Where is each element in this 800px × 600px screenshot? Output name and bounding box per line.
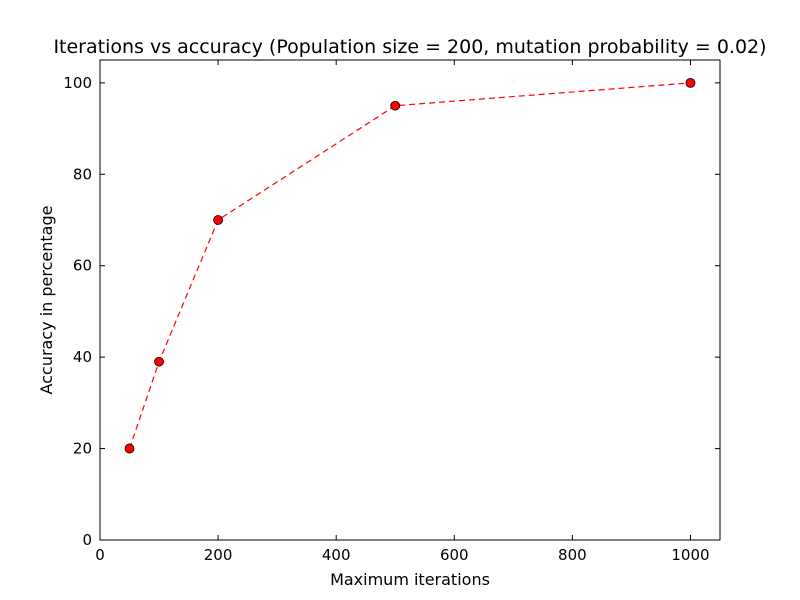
chart-title: Iterations vs accuracy (Population size …	[53, 36, 766, 58]
data-point	[154, 356, 164, 367]
x-tick-label: 600	[440, 546, 469, 564]
series-line	[128, 82, 691, 449]
data-point	[390, 100, 401, 111]
x-tick-label: 1000	[671, 546, 709, 564]
data-point	[124, 443, 135, 454]
y-tick-label: 40	[73, 348, 92, 366]
x-tick-label: 0	[95, 546, 105, 564]
x-axis-label: Maximum iterations	[330, 570, 490, 589]
y-tick-label: 100	[63, 74, 92, 92]
x-tick-label: 200	[204, 546, 233, 564]
plot-area	[124, 77, 696, 454]
x-tick-label: 400	[322, 546, 351, 564]
y-axis-label: Accuracy in percentage	[37, 206, 56, 395]
data-point	[213, 215, 223, 225]
y-tick-label: 60	[73, 257, 92, 275]
axes: 0 200 400 600 800 1000 0 20 40 60 80 100	[63, 59, 721, 564]
y-tick-label: 0	[82, 531, 92, 549]
x-tick-label: 800	[558, 546, 587, 564]
y-tick-label: 20	[73, 440, 92, 458]
y-tick-label: 80	[73, 165, 92, 183]
data-point	[685, 77, 696, 88]
plot-frame	[99, 59, 721, 541]
